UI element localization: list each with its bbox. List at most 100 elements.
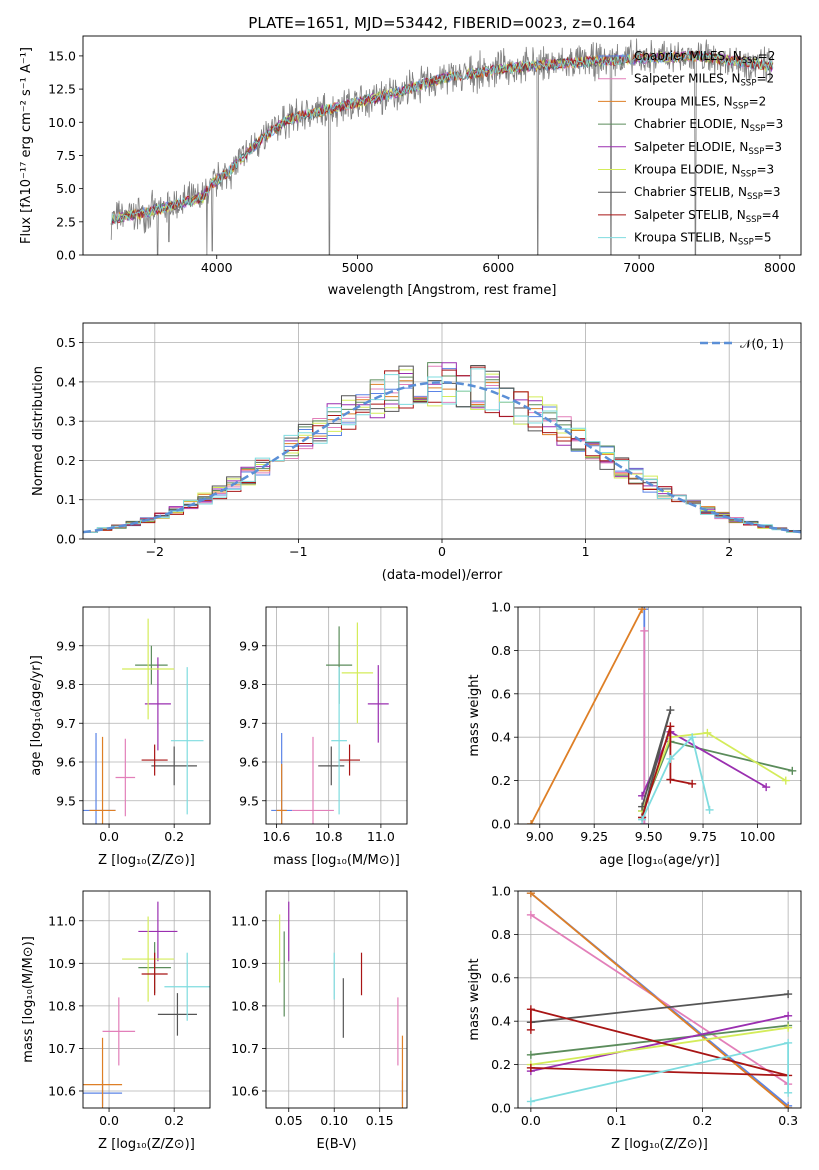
x-tick-label: 0.10 — [320, 1113, 348, 1128]
x-tick-label: 0.0 — [99, 829, 119, 844]
weight-line — [530, 608, 643, 824]
weight-line — [530, 993, 789, 1024]
x-tick-label: 0.3 — [778, 1113, 798, 1128]
y-axis-label: Flux [fλ10⁻¹⁷ erg cm⁻² s⁻¹ A⁻¹] — [19, 47, 34, 244]
legend-label: Chabrier STELIB, NSSP=3 — [634, 185, 781, 202]
legend-label: Salpeter STELIB, NSSP=4 — [634, 208, 779, 225]
legend-subscript: SSP — [741, 79, 757, 89]
mass-weight-vs-age-data — [527, 607, 797, 824]
histogram-data — [83, 362, 801, 534]
legend-label: Kroupa MILES, NSSP=2 — [634, 94, 766, 111]
legend-subscript: SSP — [746, 215, 762, 225]
axes-frame — [82, 890, 211, 1109]
legend-nssp-value: =3 — [764, 140, 782, 154]
axes-frame — [82, 322, 802, 540]
x-tick-label: 1 — [582, 544, 590, 559]
y-axis-label: mass weight — [467, 958, 482, 1040]
y-tick-label: 9.8 — [239, 677, 259, 692]
mass-vs-ebv-panel: 0.05 0.10 0.15 10.6 10.7 10.8 10.9 11.0 E(B-V) — [231, 890, 408, 1152]
y-tick-label: 9.8 — [56, 677, 76, 692]
y-tick-label: 0.6 — [491, 970, 511, 985]
y-tick-label: 2.5 — [56, 214, 76, 229]
legend-label: Kroupa ELODIE, NSSP=3 — [634, 163, 774, 180]
x-axis-label: wavelength [Angstrom, rest frame] — [328, 283, 557, 298]
x-tick-label: 0.15 — [366, 1113, 394, 1128]
y-tick-label: 9.5 — [56, 793, 76, 808]
legend-label: 𝒩(0, 1) — [740, 337, 784, 351]
legend-label: Kroupa STELIB, NSSP=5 — [634, 231, 772, 248]
histogram-step — [83, 368, 801, 533]
mass-weight-vs-age-panel: 9.00 9.25 9.50 9.75 10.00 0.0 0.2 0.4 0.6 0.8 1.0 a… — [467, 600, 802, 868]
legend-subscript: SSP — [747, 192, 763, 202]
axes-frame — [517, 606, 802, 825]
y-tick-label: 10.6 — [48, 1083, 76, 1098]
x-axis-label: Z [log₁₀(Z/Z⊙)] — [611, 1137, 708, 1152]
weight-line — [530, 1024, 789, 1056]
y-tick-label: 7.5 — [56, 148, 76, 163]
histogram-panel: −2 −1 0 1 2 0.0 0.1 0.2 0.3 0.4 0.5 𝒩(0, 1) (data-mo… — [31, 322, 802, 583]
x-tick-label: 0.2 — [692, 1113, 712, 1128]
legend-subscript: SSP — [733, 101, 749, 111]
mass-weight-vs-z-panel: 0.0 0.1 0.2 0.3 0.0 0.2 0.4 0.6 0.8 1.0 Z [log₁₀(Z… — [467, 884, 802, 1152]
y-tick-label: 9.7 — [56, 716, 76, 731]
legend-subscript: SSP — [741, 170, 757, 180]
y-tick-label: 9.9 — [56, 638, 76, 653]
x-tick-label: 0.05 — [275, 1113, 303, 1128]
weight-line — [530, 1041, 789, 1103]
model-fit-kroupa-stelib — [110, 50, 774, 225]
axes-frame — [265, 606, 408, 825]
y-tick-label: 1.0 — [491, 600, 511, 615]
legend-nssp-value: =2 — [749, 94, 767, 108]
y-tick-label: 0.2 — [491, 1057, 511, 1072]
legend-label: Salpeter MILES, NSSP=2 — [634, 72, 774, 89]
x-tick-label: 9.00 — [526, 829, 554, 844]
y-tick-label: 9.6 — [56, 755, 76, 770]
y-tick-label: 10.9 — [48, 956, 76, 971]
y-tick-label: 0.2 — [56, 453, 76, 468]
normal-reference-curve — [83, 381, 801, 534]
weight-line — [530, 1026, 789, 1066]
y-tick-label: 0.2 — [491, 773, 511, 788]
legend-nssp-value: =3 — [766, 117, 784, 131]
x-axis-label: Z [log₁₀(Z/Z⊙)] — [98, 1137, 195, 1152]
axes-frame — [517, 890, 802, 1109]
legend-nssp-value: =2 — [756, 72, 774, 86]
weight-line — [530, 1008, 789, 1077]
y-axis-label: age [log₁₀(age/yr)] — [29, 655, 44, 776]
y-tick-label: 9.7 — [239, 716, 259, 731]
y-tick-label: 10.8 — [231, 998, 259, 1013]
figure-title: PLATE=1651, MJD=53442, FIBERID=0023, z=0… — [248, 14, 635, 32]
legend-nssp-value: =3 — [756, 163, 774, 177]
age-vs-mass-data — [271, 622, 389, 824]
x-tick-label: 11.0 — [367, 829, 395, 844]
x-tick-label: 10.6 — [263, 829, 291, 844]
age-vs-z-panel: 0.0 0.2 9.5 9.6 9.7 9.8 9.9 Z [log₁₀(Z/Z⊙)] age … — [29, 606, 211, 868]
x-tick-label: 0.2 — [164, 829, 184, 844]
axes-frame — [82, 606, 211, 825]
x-axis-label: age [log₁₀(age/yr)] — [599, 853, 720, 868]
x-tick-label: 0 — [438, 544, 446, 559]
x-tick-label: 0.0 — [521, 1113, 541, 1128]
y-tick-label: 10.9 — [231, 956, 259, 971]
spectrum-panel: 4000 5000 6000 7000 8000 0.0 2.5 5.0 7.5 10.0 12.5… — [19, 35, 802, 298]
y-tick-label: 1.0 — [491, 884, 511, 899]
legend-label: Salpeter ELODIE, NSSP=3 — [634, 140, 782, 157]
y-tick-label: 0.0 — [491, 1101, 511, 1116]
y-tick-label: 10.7 — [48, 1041, 76, 1056]
spectrum-legend: Chabrier MILES, NSSP=2 Salpeter MILES, NS… — [598, 49, 783, 248]
x-tick-label: 0.1 — [607, 1113, 627, 1128]
legend-label: Chabrier ELODIE, NSSP=3 — [634, 117, 783, 134]
y-tick-label: 0.4 — [491, 730, 511, 745]
x-axis-label: mass [log₁₀(M/M⊙)] — [273, 853, 400, 868]
legend-nssp-value: =2 — [758, 49, 776, 63]
x-tick-label: 10.8 — [315, 829, 343, 844]
legend-nssp-value: =5 — [754, 231, 772, 245]
y-tick-label: 0.4 — [491, 1014, 511, 1029]
weight-line — [641, 735, 711, 821]
x-tick-label: −1 — [289, 544, 307, 559]
x-tick-label: −2 — [146, 544, 164, 559]
x-tick-label: 4000 — [201, 260, 233, 275]
y-tick-label: 0.1 — [56, 492, 76, 507]
x-tick-label: 2 — [725, 544, 733, 559]
legend-subscript: SSP — [742, 56, 758, 66]
